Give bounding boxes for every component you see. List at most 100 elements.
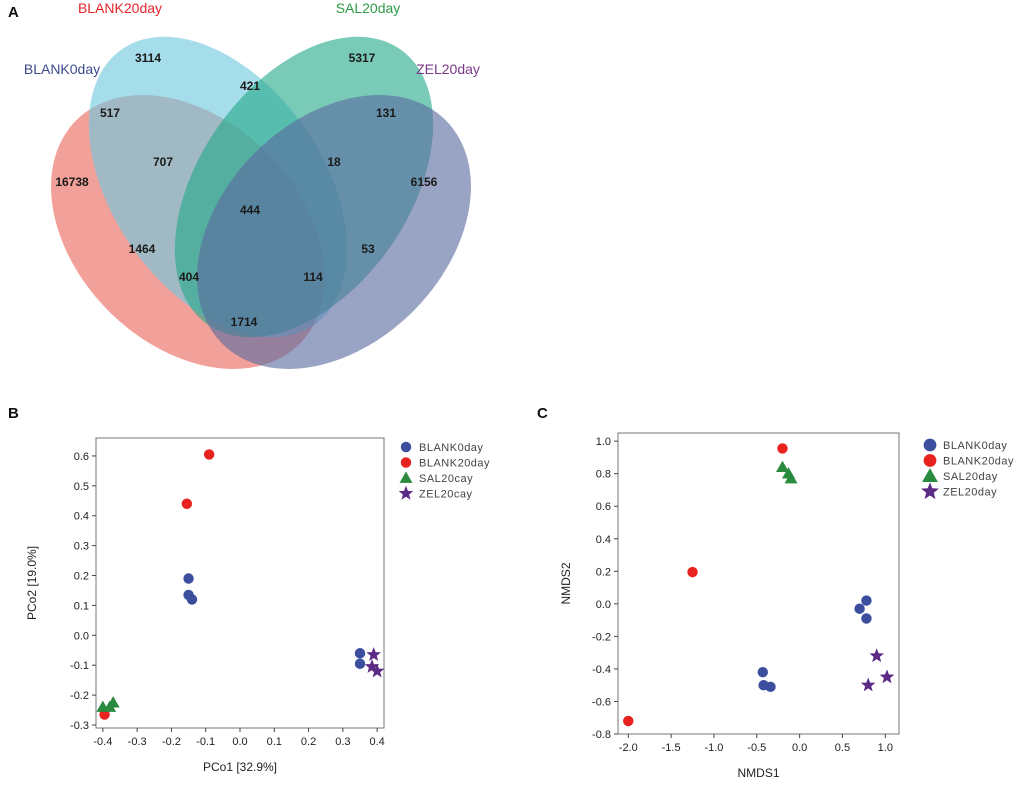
nmds-plot-frame [617,432,900,735]
nmds-x-axis-label: NMDS1 [737,766,779,780]
pcoa-y-tick-label: 0.5 [74,481,89,493]
nmds-point-zel20day [860,677,876,692]
pcoa-series-sal20day [96,696,120,712]
nmds-data-points [623,443,895,727]
pcoa-point-blank20day [99,709,110,720]
pcoa-series-blank0day [183,573,366,669]
pcoa-y-tick-label: -0.1 [70,660,89,672]
pcoa-y-tick-label: 0.2 [74,571,89,583]
nmds-point-blank0day [765,681,776,693]
nmds-y-tick-label: 0.0 [596,599,611,611]
pcoa-y-tick-label: -0.2 [70,690,89,702]
pcoa-point-zel20day [364,659,380,673]
pcoa-x-tick-label: -0.1 [196,736,215,748]
pcoa-y-tick-label: 0.3 [74,541,89,553]
nmds-legend: BLANK0day BLANK20day SAL20day ZEL20day [921,438,1014,500]
nmds-point-blank20day [777,443,788,454]
venn-count-blank20day-sal20day: 421 [240,79,260,93]
nmds-legend-marker-zel20day [921,482,939,500]
venn-ellipses [51,36,471,369]
pcoa-legend-label-sal20day: SAL20cay [419,473,473,485]
pcoa-point-blank0day [354,658,366,669]
pcoa-point-blank0day [186,594,198,605]
pcoa-x-tick-label: 0.4 [369,736,384,748]
venn-ellipse-zel20day [197,95,471,369]
nmds-legend-label-zel20day: ZEL20day [943,487,997,499]
panel-label-b: B [8,405,19,422]
pcoa-legend-marker-blank0day [400,441,412,453]
nmds-x-tick-label: -0.5 [747,742,766,754]
nmds-point-sal20day [776,460,789,473]
nmds-point-blank0day [757,666,769,678]
nmds-y-tick-label: -0.6 [592,696,611,708]
pcoa-legend: BLANK0day BLANK20day SAL20cay ZEL20cay [398,441,490,501]
nmds-legend-label-blank20day: BLANK20day [943,456,1014,468]
nmds-legend-marker-blank0day [923,438,937,452]
nmds-series-blank0day [757,595,872,693]
venn-count-sal20day-zel20day: 131 [376,106,396,120]
nmds-y-tick-label: -0.4 [592,664,611,676]
nmds-series-zel20day [860,648,895,692]
pcoa-axes: -0.4 -0.3 -0.2 -0.1 0.0 0.1 0.2 0.3 0.4 -0.3 -0.2 -… [70,451,385,748]
nmds-legend-label-blank0day: BLANK0day [943,440,1007,452]
nmds-legend-marker-blank20day [923,454,937,467]
nmds-y-tick-label: 0.8 [596,469,611,481]
nmds-y-tick-label: 0.2 [596,566,611,578]
pcoa-data-points [96,449,385,720]
venn-count-blank0day-sal20day-zel20day: 404 [179,270,199,284]
pcoa-point-sal20day [106,696,120,708]
pcoa-x-axis-label: PCo1 [32.9%] [203,760,277,774]
venn-set-label-zel20day: ZEL20day [416,61,480,77]
venn-set-label-blank20day: BLANK20day [78,0,162,16]
nmds-point-blank0day [854,603,865,614]
pcoa-chart: -0.4 -0.3 -0.2 -0.1 0.0 0.1 0.2 0.3 0.4 -0.3 -0.2 -… [25,437,490,774]
pcoa-point-zel20day [366,647,381,661]
venn-set-label-sal20day: SAL20day [336,0,401,16]
nmds-y-tick-label: 0.6 [596,501,611,513]
pcoa-point-blank20day [203,449,215,460]
pcoa-x-tick-label: -0.3 [128,736,147,748]
pcoa-y-tick-label: 0.1 [74,600,89,612]
pcoa-legend-label-blank0day: BLANK0day [419,442,483,454]
pcoa-legend-label-blank20day: BLANK20day [419,458,490,470]
pcoa-x-tick-label: -0.2 [162,736,181,748]
venn-count-blank20day-sal20day-zel20day: 18 [327,155,341,169]
venn-count-blank0day-blank20day-sal20day: 707 [153,155,173,169]
pcoa-y-axis-label: PCo2 [19.0%] [25,546,39,620]
pcoa-y-tick-label: 0.0 [74,630,89,642]
pcoa-x-tick-label: 0.2 [301,736,316,748]
nmds-point-zel20day [869,648,884,663]
nmds-y-tick-label: -0.8 [592,729,611,741]
pcoa-x-tick-label: -0.4 [93,736,112,748]
venn-region-counts: 16738 3114 5317 6156 517 421 131 707 18 444 1464 53… [55,51,437,329]
nmds-legend-marker-sal20day [922,468,938,482]
nmds-point-sal20day [784,472,798,484]
venn-count-blank0day-zel20day: 1714 [231,315,258,329]
panel-label-a: A [8,4,19,21]
nmds-x-tick-label: 0.0 [792,742,807,754]
nmds-x-tick-label: 1.0 [878,742,893,754]
panel-label-c: C [537,405,548,422]
nmds-point-blank20day [623,715,634,727]
nmds-x-tick-label: -2.0 [619,742,638,754]
nmds-point-zel20day [879,669,895,684]
venn-count-blank20day-zel20day: 53 [361,242,375,256]
nmds-legend-label-sal20day: SAL20day [943,471,998,483]
nmds-y-axis-label: NMDS2 [559,562,573,604]
venn-diagram: BLANK0day BLANK20day SAL20day ZEL20day 1673… [24,0,480,369]
venn-set-labels: BLANK0day BLANK20day SAL20day ZEL20day [24,0,480,77]
pcoa-legend-marker-zel20day [398,485,414,500]
venn-count-blank0day-blank20day: 517 [100,106,120,120]
pcoa-point-blank0day [354,648,366,659]
venn-set-label-blank0day: BLANK0day [24,61,100,77]
pcoa-legend-label-zel20day: ZEL20cay [419,489,473,501]
pcoa-x-tick-label: 0.1 [267,736,282,748]
pcoa-series-blank20day [99,449,215,720]
venn-count-blank0day-sal20day: 1464 [129,242,156,256]
nmds-x-tick-label: -1.0 [704,742,723,754]
pcoa-series-zel20day [364,647,385,678]
venn-count-blank0day-blank20day-zel20day: 114 [303,270,323,284]
nmds-series-blank20day [623,443,788,727]
nmds-point-blank0day [861,595,872,606]
nmds-series-sal20day [776,460,798,484]
